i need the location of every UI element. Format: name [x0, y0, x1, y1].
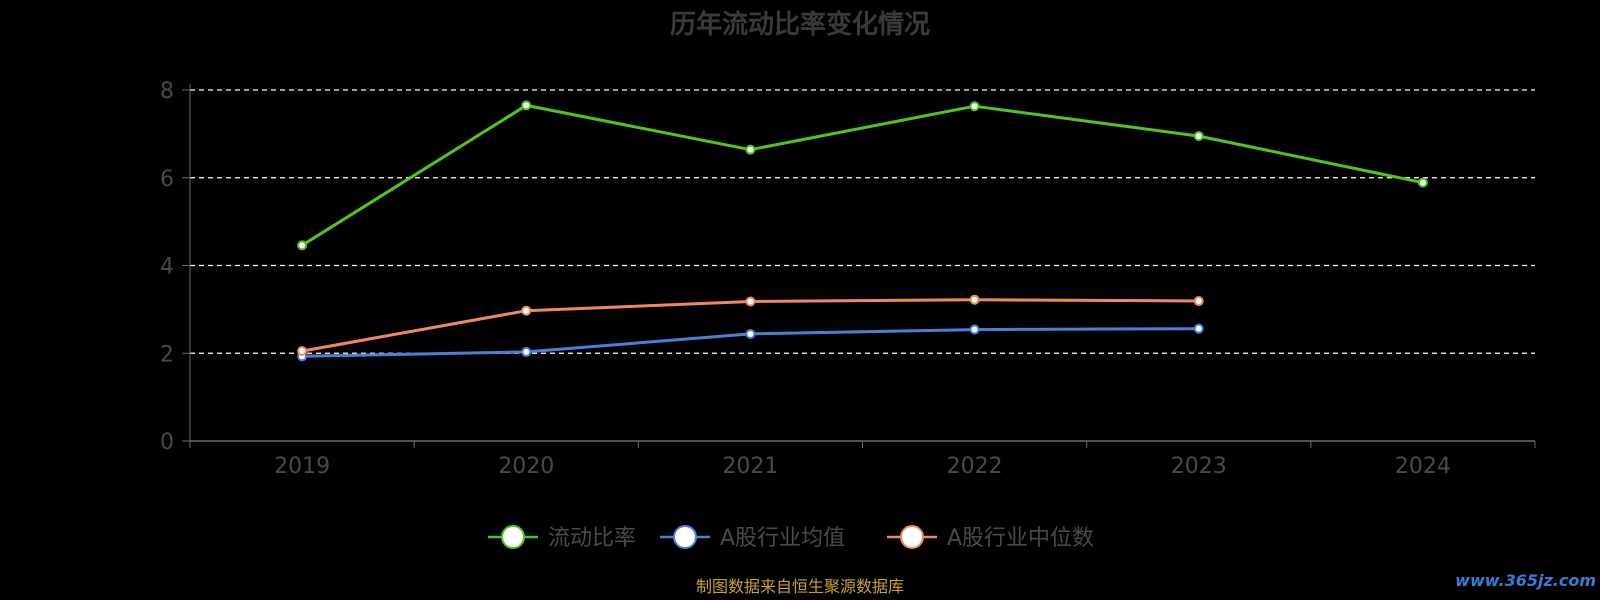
- legend-item-1: 流动比率: [488, 525, 636, 551]
- data-point: [1193, 323, 1204, 334]
- data-point: [1193, 296, 1204, 307]
- legend: 流动比率 A股行业均值 A股行业中位数: [488, 525, 1094, 551]
- series-lines: [297, 100, 1428, 362]
- data-point: [1417, 177, 1428, 188]
- x-tick-label: 2023: [1171, 454, 1227, 479]
- y-tick-label: 0: [160, 430, 174, 455]
- series-2: [297, 323, 1204, 362]
- y-tick-label: 4: [160, 255, 174, 280]
- data-point: [969, 324, 980, 335]
- legend-marker: [900, 525, 924, 549]
- x-tick-label: 2024: [1395, 454, 1451, 479]
- legend-marker: [501, 525, 525, 549]
- legend-item-2: A股行业均值: [660, 525, 845, 551]
- data-point: [521, 346, 532, 357]
- series-line: [301, 298, 1199, 353]
- data-point: [969, 101, 980, 112]
- y-tick-label: 6: [160, 167, 174, 192]
- legend-item-3: A股行业中位数: [887, 525, 1094, 551]
- data-point: [297, 346, 308, 357]
- x-tick-label: 2019: [274, 454, 330, 479]
- grid-lines: [190, 89, 1535, 354]
- axes: 0 2 4 6 8 2019 2020 2021 2022 2023 2024: [160, 79, 1536, 479]
- legend-marker: [673, 525, 697, 549]
- data-point: [521, 305, 532, 316]
- legend-label: 流动比率: [548, 526, 636, 551]
- x-tick-label: 2020: [498, 454, 554, 479]
- x-tick-label: 2022: [947, 454, 1003, 479]
- data-point: [969, 294, 980, 305]
- legend-label: A股行业中位数: [947, 526, 1094, 551]
- data-point: [1193, 131, 1204, 142]
- legend-label: A股行业均值: [720, 526, 845, 551]
- data-source-note: 制图数据来自恒生聚源数据库: [696, 577, 904, 596]
- data-point: [297, 240, 308, 251]
- y-tick-label: 2: [160, 342, 174, 367]
- chart-title: 历年流动比率变化情况: [670, 9, 930, 40]
- data-point: [521, 100, 532, 111]
- x-tick-label: 2021: [722, 454, 778, 479]
- series-3: [297, 294, 1204, 357]
- series-1: [297, 100, 1428, 251]
- series-line: [301, 103, 1424, 247]
- data-point: [745, 328, 756, 339]
- watermark: www.365jz.com: [1455, 571, 1596, 590]
- data-point: [745, 296, 756, 307]
- data-point: [745, 144, 756, 155]
- y-tick-label: 8: [160, 79, 174, 104]
